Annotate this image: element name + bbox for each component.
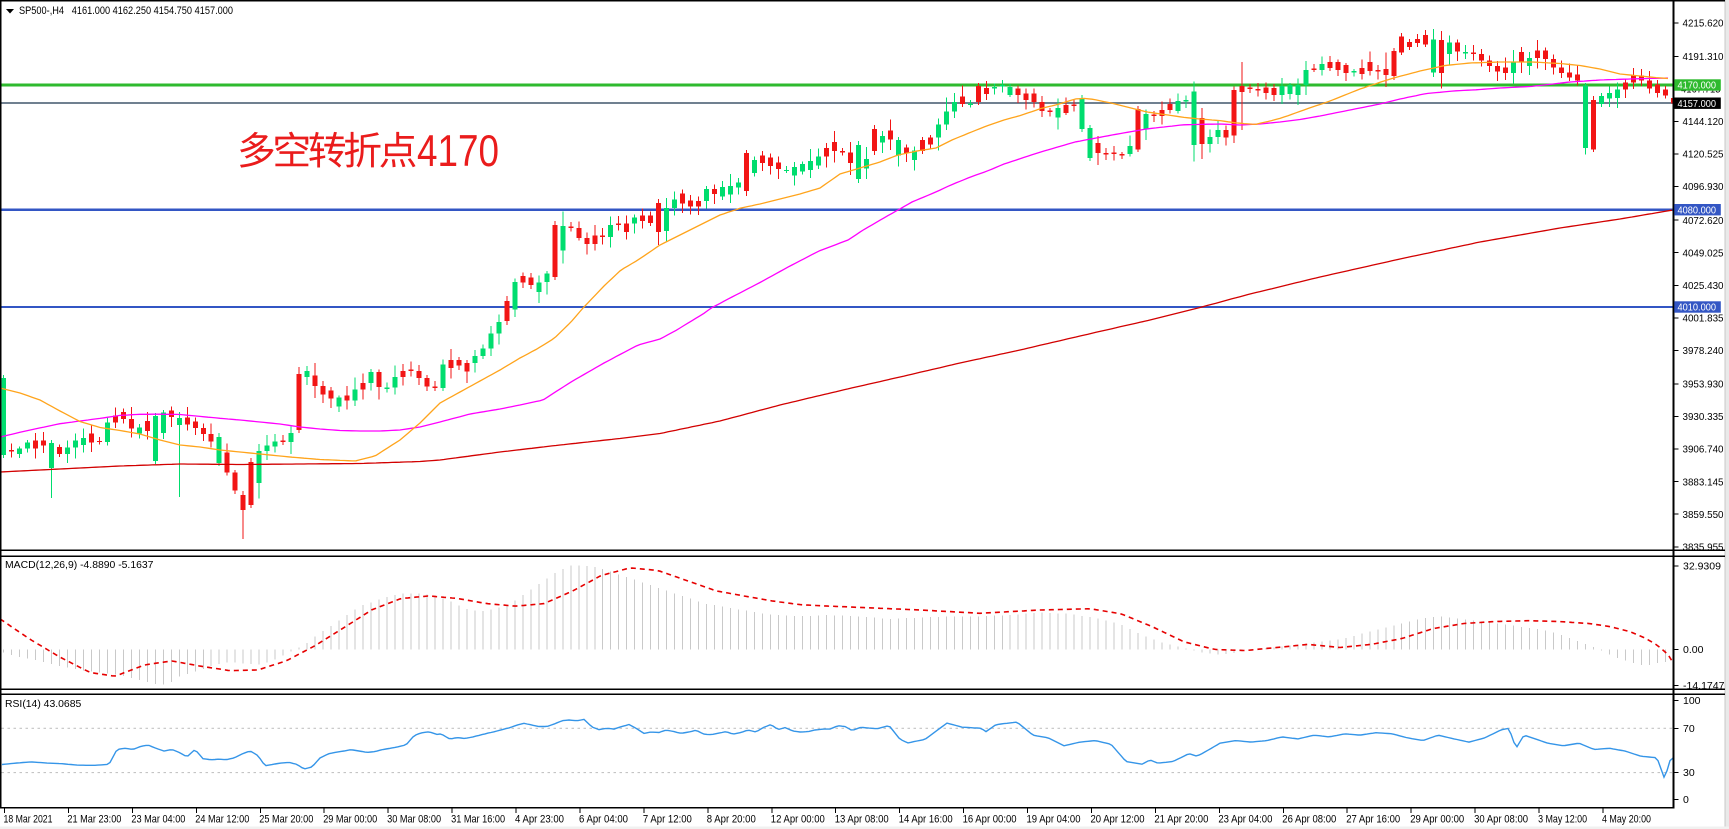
svg-text:23 Apr 04:00: 23 Apr 04:00 (1218, 814, 1272, 826)
svg-text:100: 100 (1683, 695, 1701, 707)
svg-text:MACD(12,26,9) -4.8890 -5.1637: MACD(12,26,9) -4.8890 -5.1637 (5, 560, 154, 571)
svg-text:4096.930: 4096.930 (1683, 181, 1724, 193)
svg-text:32.9309: 32.9309 (1683, 561, 1721, 573)
svg-text:7 Apr 12:00: 7 Apr 12:00 (643, 814, 692, 826)
svg-text:3835.955: 3835.955 (1683, 541, 1724, 553)
svg-text:24 Mar 12:00: 24 Mar 12:00 (195, 814, 249, 826)
svg-text:3978.240: 3978.240 (1683, 345, 1724, 357)
svg-text:13 Apr 08:00: 13 Apr 08:00 (835, 814, 889, 826)
svg-text:6 Apr 04:00: 6 Apr 04:00 (579, 814, 628, 826)
svg-text:4010.000: 4010.000 (1678, 302, 1717, 314)
svg-text:4120.525: 4120.525 (1683, 149, 1724, 161)
svg-text:19 Apr 04:00: 19 Apr 04:00 (1027, 814, 1081, 826)
svg-text:21 Mar 23:00: 21 Mar 23:00 (67, 814, 121, 826)
svg-text:4157.000: 4157.000 (1678, 98, 1717, 110)
svg-text:4191.310: 4191.310 (1683, 51, 1724, 63)
svg-text:21 Apr 20:00: 21 Apr 20:00 (1154, 814, 1208, 826)
svg-text:4001.835: 4001.835 (1683, 313, 1724, 325)
svg-text:RSI(14) 43.0685: RSI(14) 43.0685 (5, 699, 81, 710)
svg-text:4080.000: 4080.000 (1678, 204, 1717, 216)
svg-text:3930.335: 3930.335 (1683, 411, 1724, 423)
svg-text:12 Apr 00:00: 12 Apr 00:00 (771, 814, 825, 826)
svg-text:16 Apr 00:00: 16 Apr 00:00 (963, 814, 1017, 826)
svg-text:29 Apr 00:00: 29 Apr 00:00 (1410, 814, 1464, 826)
svg-text:4072.620: 4072.620 (1683, 215, 1724, 227)
svg-text:30: 30 (1683, 767, 1695, 779)
svg-text:4025.430: 4025.430 (1683, 280, 1724, 292)
svg-text:3883.145: 3883.145 (1683, 476, 1724, 488)
svg-text:18 Mar 2021: 18 Mar 2021 (4, 814, 53, 826)
svg-text:4 Apr 23:00: 4 Apr 23:00 (515, 814, 564, 826)
svg-text:-14.1747: -14.1747 (1683, 680, 1725, 692)
svg-text:3859.550: 3859.550 (1683, 509, 1724, 521)
svg-text:26 Apr 08:00: 26 Apr 08:00 (1282, 814, 1336, 826)
svg-text:4170: 4170 (417, 127, 499, 176)
svg-text:4049.025: 4049.025 (1683, 247, 1724, 259)
svg-text:23 Mar 04:00: 23 Mar 04:00 (131, 814, 185, 826)
svg-text:3 May 12:00: 3 May 12:00 (1538, 814, 1587, 826)
svg-text:31 Mar 16:00: 31 Mar 16:00 (451, 814, 505, 826)
svg-text:30 Apr 08:00: 30 Apr 08:00 (1474, 814, 1528, 826)
svg-text:4144.120: 4144.120 (1683, 116, 1724, 128)
svg-text:3953.930: 3953.930 (1683, 379, 1724, 391)
svg-text:3906.740: 3906.740 (1683, 444, 1724, 456)
svg-text:30 Mar 08:00: 30 Mar 08:00 (387, 814, 441, 826)
svg-text:0.00: 0.00 (1683, 644, 1704, 656)
svg-text:8 Apr 20:00: 8 Apr 20:00 (707, 814, 756, 826)
svg-text:14 Apr 16:00: 14 Apr 16:00 (899, 814, 953, 826)
svg-text:4170.000: 4170.000 (1678, 80, 1717, 92)
svg-text:25 Mar 20:00: 25 Mar 20:00 (259, 814, 313, 826)
svg-text:29 Mar 00:00: 29 Mar 00:00 (323, 814, 377, 826)
svg-text:20 Apr 12:00: 20 Apr 12:00 (1091, 814, 1145, 826)
svg-text:4215.620: 4215.620 (1683, 17, 1724, 29)
svg-text:70: 70 (1683, 723, 1695, 735)
svg-text:SP500-,H4 4161.000 4162.250: SP500-,H4 4161.000 4162.250 4154.750 415… (19, 5, 233, 17)
svg-text:0: 0 (1683, 794, 1689, 806)
svg-text:27 Apr 16:00: 27 Apr 16:00 (1346, 814, 1400, 826)
svg-text:4 May 20:00: 4 May 20:00 (1602, 814, 1651, 826)
